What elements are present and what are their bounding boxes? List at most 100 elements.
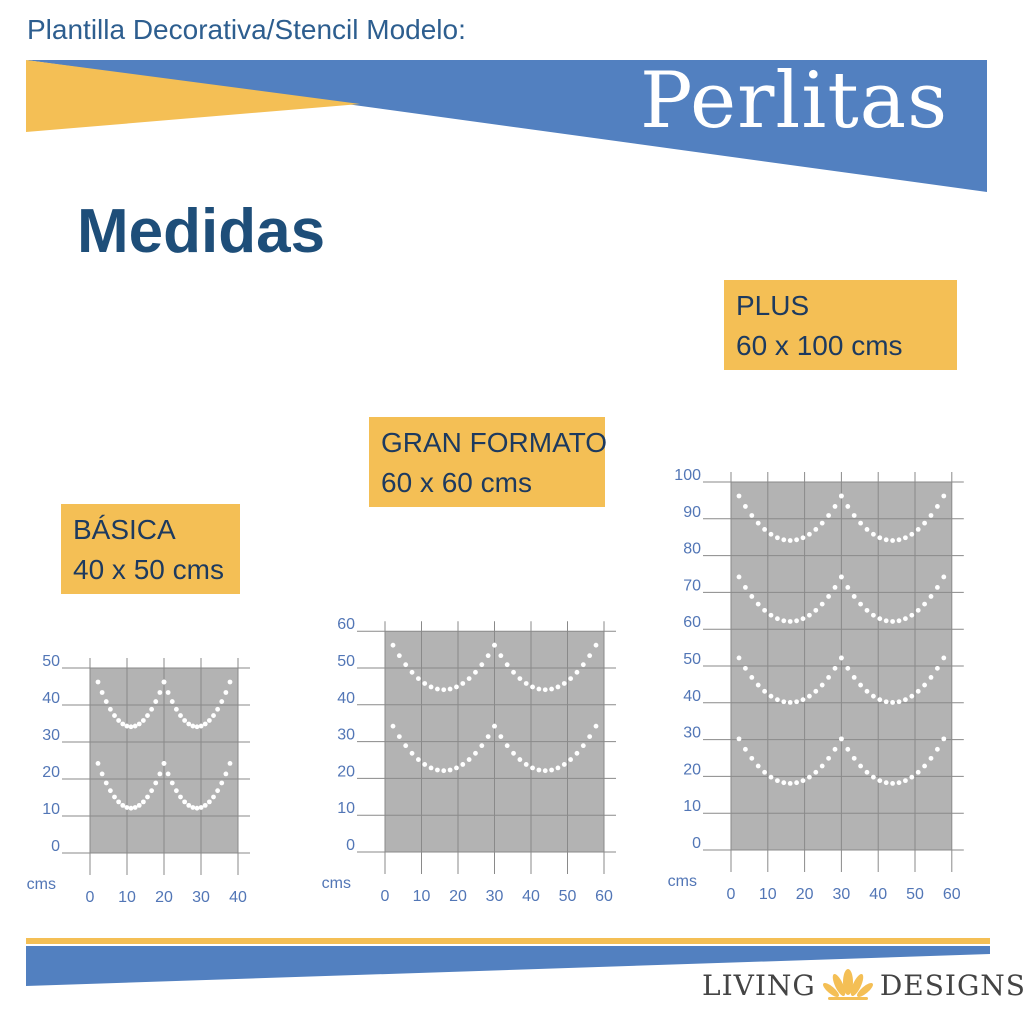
bead bbox=[132, 805, 138, 810]
bead bbox=[498, 653, 504, 659]
bead bbox=[409, 669, 415, 675]
bead bbox=[928, 594, 934, 599]
x-tick-label: 40 bbox=[869, 886, 887, 903]
bead bbox=[903, 535, 908, 541]
bead bbox=[787, 700, 793, 705]
bead bbox=[530, 765, 535, 771]
bead bbox=[178, 713, 183, 718]
bead bbox=[915, 688, 921, 694]
bead bbox=[219, 699, 225, 704]
x-tick-label: 10 bbox=[413, 888, 431, 905]
bead bbox=[935, 504, 940, 509]
bead bbox=[762, 607, 767, 613]
lotus-icon bbox=[822, 969, 873, 1000]
bead bbox=[787, 538, 793, 543]
bead bbox=[580, 662, 586, 668]
bead bbox=[542, 687, 548, 693]
bead bbox=[492, 642, 497, 648]
bead bbox=[826, 675, 831, 680]
bead bbox=[227, 761, 233, 766]
bead bbox=[845, 665, 851, 671]
bead bbox=[473, 750, 478, 756]
bead bbox=[206, 799, 212, 805]
bead bbox=[435, 767, 440, 773]
bead bbox=[832, 584, 838, 590]
bead bbox=[479, 743, 485, 749]
bead bbox=[120, 802, 126, 808]
bead bbox=[173, 706, 179, 712]
bead bbox=[800, 535, 806, 541]
bead bbox=[396, 653, 402, 659]
bead bbox=[202, 721, 208, 727]
bead bbox=[749, 675, 755, 680]
y-tick-label: 10 bbox=[683, 798, 701, 815]
bead bbox=[447, 686, 453, 692]
bead bbox=[871, 774, 876, 780]
bead bbox=[839, 736, 844, 742]
bead bbox=[140, 718, 146, 723]
bead bbox=[145, 794, 150, 800]
y-tick-label: 40 bbox=[337, 690, 355, 707]
bead bbox=[755, 763, 761, 769]
bead bbox=[871, 612, 876, 618]
bead bbox=[928, 513, 934, 518]
bead bbox=[768, 774, 774, 780]
bead bbox=[136, 721, 142, 727]
bead bbox=[190, 805, 196, 810]
bead bbox=[851, 513, 857, 518]
bead bbox=[845, 746, 851, 752]
bead bbox=[153, 699, 159, 704]
x-tick-label: 30 bbox=[192, 889, 210, 906]
bead bbox=[858, 682, 863, 688]
size-dims: 60 x 60 cms bbox=[381, 467, 532, 498]
bead bbox=[839, 655, 844, 661]
bead bbox=[219, 780, 225, 786]
bead bbox=[473, 669, 478, 675]
brand-text-left: LIVING bbox=[702, 968, 816, 1002]
size-name: PLUS bbox=[736, 290, 810, 321]
bead bbox=[169, 780, 175, 786]
bead bbox=[826, 755, 831, 761]
bead bbox=[466, 676, 472, 681]
bead bbox=[768, 693, 774, 699]
size-dims: 60 x 100 cms bbox=[736, 330, 903, 361]
x-tick-label: 30 bbox=[486, 888, 504, 905]
bead bbox=[182, 718, 188, 723]
bead bbox=[580, 743, 586, 749]
bead bbox=[864, 526, 870, 532]
y-tick-label: 10 bbox=[42, 801, 60, 818]
bead bbox=[813, 607, 819, 613]
bead bbox=[896, 618, 902, 624]
bead bbox=[736, 655, 742, 661]
section-title: Medidas bbox=[77, 197, 326, 266]
bead bbox=[198, 805, 204, 810]
bead bbox=[215, 706, 221, 712]
bead bbox=[826, 513, 831, 518]
bead bbox=[909, 531, 915, 537]
bead bbox=[435, 686, 440, 692]
bead bbox=[762, 526, 767, 532]
bead bbox=[390, 642, 396, 648]
bead bbox=[941, 574, 947, 580]
bead bbox=[574, 750, 580, 756]
bead bbox=[157, 771, 163, 777]
y-tick-label: 50 bbox=[337, 653, 355, 670]
bead bbox=[593, 642, 599, 648]
bead bbox=[587, 734, 593, 739]
bead bbox=[190, 723, 196, 729]
bead bbox=[743, 665, 748, 671]
y-tick-label: 40 bbox=[42, 690, 60, 707]
bead bbox=[542, 768, 548, 774]
bead bbox=[454, 684, 459, 690]
bead bbox=[935, 665, 940, 671]
bead bbox=[194, 805, 200, 811]
bead bbox=[206, 718, 212, 723]
bead bbox=[826, 594, 831, 599]
bead bbox=[169, 699, 175, 704]
bead bbox=[165, 771, 171, 777]
bead bbox=[182, 799, 188, 805]
y-tick-label: 50 bbox=[42, 653, 60, 670]
bead bbox=[871, 693, 876, 699]
y-tick-label: 0 bbox=[346, 837, 355, 854]
bead bbox=[136, 802, 142, 808]
